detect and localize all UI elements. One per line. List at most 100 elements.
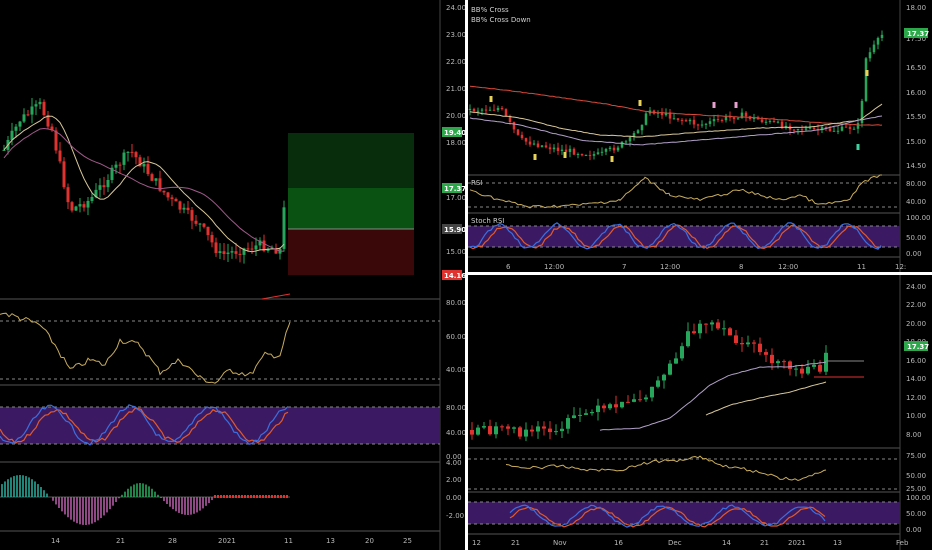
macd-bar (286, 495, 288, 498)
top-right-ma-slow-line (469, 115, 883, 146)
top-right-candle-body (572, 148, 576, 155)
left-candle-body (10, 130, 14, 140)
top-right-candle-body (468, 108, 472, 110)
top-right-candle-body (716, 119, 720, 121)
top-right-chart: BB% Cross BB% Cross Down RSI Stoch RSI 1… (468, 0, 931, 272)
top-right-candle-body (844, 126, 848, 128)
bottom-right-candle-body (608, 404, 612, 409)
macd-bar (235, 495, 237, 498)
bottom-right-candle-body (806, 366, 810, 374)
left-candle-body (22, 114, 26, 122)
bottom-right-candle-body (614, 404, 618, 408)
top-right-rsi-axis-label: 80.00 (906, 180, 926, 188)
layout-divider-horizontal[interactable] (465, 272, 932, 275)
left-stoch-k-line (0, 404, 289, 446)
top-right-candle-body (600, 151, 604, 153)
bottom-right-ma-slow-line (599, 361, 827, 431)
left-candle-body (274, 248, 278, 254)
left-price-axis-label: 21.00 (446, 85, 466, 93)
left-candle-body (54, 130, 58, 151)
bottom-right-candle-body (524, 429, 528, 437)
left-price-axis-label: 17.00 (446, 194, 466, 202)
top-right-time-axis-label: 6 (506, 263, 511, 271)
indicator-legend-bb-cross[interactable]: BB% Cross (471, 6, 509, 14)
top-right-candle-body (696, 124, 700, 126)
left-candle-body (106, 179, 110, 188)
bottom-right-candle-body (506, 426, 510, 429)
top-right-candle-body (680, 119, 684, 121)
bottom-right-candle-body (482, 426, 486, 428)
top-right-candle-body (776, 121, 780, 123)
top-right-candle-body (476, 110, 480, 112)
top-right-candle-body (852, 128, 856, 130)
top-right-candle-body (492, 109, 496, 111)
top-right-candle-body (824, 127, 828, 129)
bottom-right-candle-body (788, 361, 792, 369)
left-candle-body (62, 161, 66, 188)
bottom-right-candle-body (626, 401, 630, 403)
macd-bar (214, 495, 216, 498)
indicator-legend-bb-cross-down[interactable]: BB% Cross Down (471, 16, 531, 24)
left-candle-body (162, 190, 166, 193)
top-right-candle-body (556, 147, 560, 152)
bottom-right-candle-body (656, 380, 660, 387)
bottom-right-price-axis-label: 22.00 (906, 301, 926, 309)
left-time-axis-label: 2021 (218, 537, 236, 545)
macd-bar (265, 495, 267, 498)
left-price-axis-label: 24.00 (446, 4, 466, 12)
left-candle-body (238, 253, 242, 255)
top-right-stoch-title[interactable]: Stoch RSI (471, 217, 504, 225)
bottom-right-time-axis-label: 12 (472, 539, 481, 547)
bottom-right-candle-body (488, 426, 492, 435)
left-candle-body (38, 101, 42, 105)
top-right-candle-body (584, 155, 588, 157)
bb-cross-arrow (856, 144, 860, 150)
macd-bar (217, 495, 219, 498)
top-right-candle-body (668, 112, 672, 119)
macd-bar (244, 495, 246, 498)
bottom-right-price-axis-label: 16.00 (906, 357, 926, 365)
top-right-candle-body (684, 120, 688, 122)
long-position-profit-zone[interactable] (288, 188, 414, 229)
top-right-candle-body (728, 116, 732, 118)
top-right-candle-body (860, 100, 864, 124)
left-candle-body (178, 201, 182, 210)
left-candle-body (210, 235, 214, 243)
left-macd-axis-label: 4.00 (446, 459, 462, 467)
top-right-candle-body (540, 145, 544, 147)
top-right-candle-body (620, 141, 624, 148)
bottom-right-candle-body (602, 405, 606, 409)
left-price-candles (2, 98, 286, 264)
bottom-right-candle-body (698, 323, 702, 334)
left-candle-body (146, 164, 150, 175)
top-right-candle-body (568, 148, 572, 152)
bottom-right-rsi-axis-label: 50.00 (906, 472, 926, 480)
left-candle-body (266, 248, 270, 251)
top-right-candle-body (744, 112, 748, 117)
bottom-right-candle-body (734, 335, 738, 343)
top-right-stoch-d-line (469, 224, 882, 250)
top-right-candle-body (872, 44, 876, 53)
macd-bar (280, 495, 282, 498)
long-position-stop-zone[interactable] (288, 229, 414, 275)
top-right-time-axis-label: 12:00 (778, 263, 798, 271)
macd-bar (238, 495, 240, 498)
macd-bar (250, 495, 252, 498)
top-right-candle-body (876, 37, 880, 45)
left-candle-body (42, 101, 46, 116)
bottom-right-ma-fast-line (705, 381, 827, 416)
top-right-time-axis-label: 12: (895, 263, 906, 271)
bb-cross-arrow (610, 156, 614, 162)
bb-cross-arrow (712, 102, 716, 108)
top-right-candle-body (712, 119, 716, 122)
top-right-candle-body (612, 147, 616, 151)
left-candle-body (230, 251, 234, 253)
bottom-right-candle-body (632, 399, 636, 402)
bottom-right-candle-body (566, 418, 570, 429)
macd-bar (226, 495, 228, 498)
top-right-candle-body (640, 124, 644, 131)
bottom-right-stoch-axis-label: 50.00 (906, 510, 926, 518)
left-rsi-axis-label: 60.00 (446, 333, 466, 341)
left-candle-body (142, 164, 146, 167)
